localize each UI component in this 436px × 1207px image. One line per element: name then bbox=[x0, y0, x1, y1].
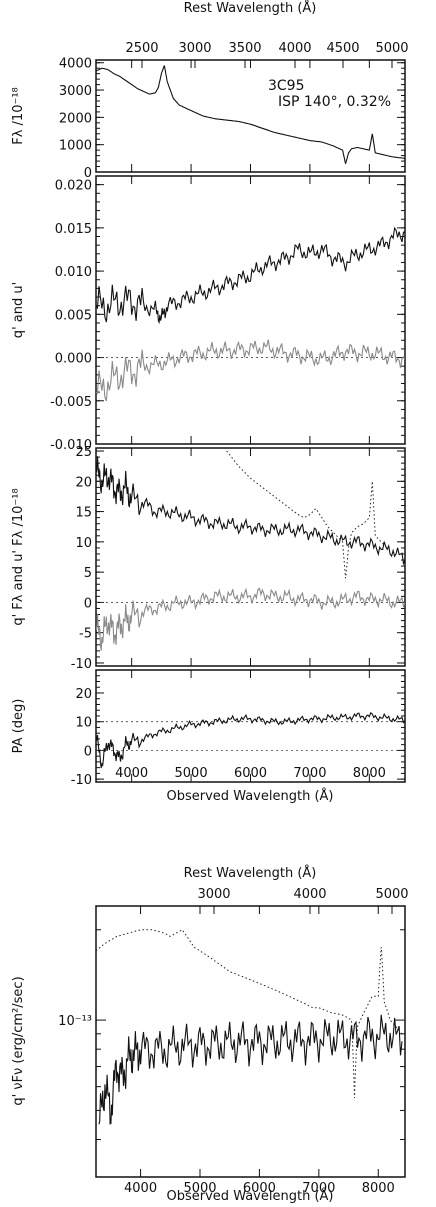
y-tick-label: 4000 bbox=[59, 57, 92, 72]
panel-frame bbox=[95, 175, 406, 445]
axis-tick-label: 6000 bbox=[243, 1181, 276, 1196]
top-figure-observed-ticks: 4000 5000 6000 7000 8000 bbox=[115, 766, 386, 781]
y-tick-label: 0.010 bbox=[55, 265, 92, 280]
panel-frame bbox=[95, 447, 406, 667]
y-axis-label: Fλ /10⁻¹⁸ bbox=[11, 87, 26, 145]
axis-tick-label: 8000 bbox=[362, 1181, 395, 1196]
axis-tick-label: 5000 bbox=[175, 766, 208, 781]
axis-tick-label: 3000 bbox=[197, 887, 230, 902]
bottom-figure-observed-axis-title: Observed Wavelength (Å) bbox=[167, 1188, 334, 1204]
series-line-gray bbox=[96, 339, 405, 402]
axis-tick-label: 6000 bbox=[234, 766, 267, 781]
y-tick-label: 2000 bbox=[59, 111, 92, 126]
top-figure-rest-ticks: 2500 3000 3500 4000 4500 5000 bbox=[125, 41, 409, 68]
axis-tick-label: 3500 bbox=[228, 41, 261, 56]
nu-fnu-panel: 10⁻¹³ q' νFν (erg/cm²/sec) bbox=[11, 905, 406, 1178]
series-line-dark bbox=[96, 711, 405, 769]
y-tick-label: 0 bbox=[84, 744, 92, 759]
qu-panel: -0.010 -0.005 0.000 0.005 0.010 0.015 0.020 q' … bbox=[11, 175, 406, 453]
y-axis-label: q' and u' bbox=[11, 282, 26, 338]
y-tick-label: 3000 bbox=[59, 84, 92, 99]
series-line-dark bbox=[96, 65, 405, 164]
bottom-figure-observed-ticks: 4000 5000 6000 7000 8000 bbox=[124, 1181, 395, 1196]
panel-annotation-line: ISP 140°, 0.32% bbox=[278, 94, 391, 110]
y-tick-label: 5 bbox=[84, 566, 92, 581]
axis-tick-label: 4000 bbox=[293, 887, 326, 902]
bottom-figure-rest-ticks: 3000 4000 5000 bbox=[197, 887, 409, 914]
axis-tick-label: 3000 bbox=[178, 41, 211, 56]
y-tick-label: 0.015 bbox=[55, 222, 92, 237]
axis-tick-label: 5000 bbox=[183, 1181, 216, 1196]
series-line-gray bbox=[96, 587, 405, 651]
axis-tick-label: 5000 bbox=[375, 41, 408, 56]
axis-tick-label: 4000 bbox=[278, 41, 311, 56]
axis-tick-label: 4000 bbox=[124, 1181, 157, 1196]
polarized-flux-panel: -10 -5 0 5 10 15 20 25 q' Fλ and u' Fλ /10⁻¹⁸ bbox=[11, 445, 406, 672]
y-tick-label: 1000 bbox=[59, 139, 92, 154]
y-tick-label: 20 bbox=[75, 687, 92, 702]
y-tick-label: 0 bbox=[84, 596, 92, 611]
y-tick-label: 10 bbox=[75, 536, 92, 551]
y-tick-label: 10 bbox=[75, 716, 92, 731]
series-line-dark bbox=[98, 1014, 403, 1125]
axis-tick-label: 7000 bbox=[302, 1181, 335, 1196]
y-tick-label: 20 bbox=[75, 475, 92, 490]
axis-tick-label: 4000 bbox=[115, 766, 148, 781]
series-line-dotted bbox=[226, 450, 388, 579]
axis-tick-label: 5000 bbox=[375, 887, 408, 902]
axis-tick-label: 7000 bbox=[293, 766, 326, 781]
y-tick-label: 0.005 bbox=[55, 308, 92, 323]
y-tick-label: -10 bbox=[71, 657, 92, 672]
y-axis-label: q' Fλ and u' Fλ /10⁻¹⁸ bbox=[11, 488, 26, 625]
y-axis-label: q' νFν (erg/cm²/sec) bbox=[11, 976, 26, 1105]
series-line-dotted bbox=[96, 929, 403, 1099]
y-axis-label: PA (deg) bbox=[11, 699, 26, 754]
top-figure-observed-axis-title: Observed Wavelength (Å) bbox=[167, 788, 334, 804]
y-tick-label: 15 bbox=[75, 506, 92, 521]
bottom-figure-rest-axis-title: Rest Wavelength (Å) bbox=[184, 865, 317, 881]
y-tick-label: 25 bbox=[75, 445, 92, 460]
y-tick-label: -10 bbox=[71, 773, 92, 788]
top-figure-rest-axis-title: Rest Wavelength (Å) bbox=[184, 0, 317, 16]
panel-annotation-line: 3C95 bbox=[268, 78, 305, 94]
y-tick-label: 0.020 bbox=[55, 179, 92, 194]
panel-frame bbox=[95, 59, 406, 173]
y-tick-label: -5 bbox=[79, 627, 92, 642]
y-tick-label: 10⁻¹³ bbox=[58, 1014, 92, 1029]
y-tick-label: -0.010 bbox=[50, 438, 92, 453]
series-line-dark bbox=[96, 226, 405, 325]
axis-tick-label: 8000 bbox=[353, 766, 386, 781]
axis-tick-label: 2500 bbox=[125, 41, 158, 56]
panel-frame bbox=[95, 905, 406, 1178]
y-tick-label: -0.005 bbox=[50, 395, 92, 410]
position-angle-panel: -10 0 10 20 PA (deg) bbox=[11, 669, 406, 788]
series-line-dark bbox=[96, 456, 405, 566]
y-tick-label: 0.000 bbox=[55, 352, 92, 367]
y-tick-label: 0 bbox=[84, 166, 92, 181]
axis-tick-label: 4500 bbox=[326, 41, 359, 56]
